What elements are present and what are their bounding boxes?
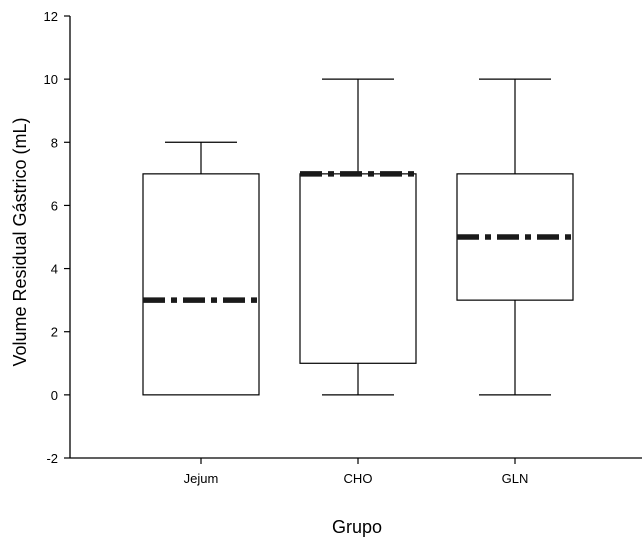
y-tick-label: 4 [51,262,58,277]
x-axis-ticks: Jejum CHO GLN [184,458,529,486]
x-tick-label: GLN [502,471,529,486]
boxes [142,78,574,396]
y-axis-title: Volume Residual Gástrico (mL) [10,117,30,366]
y-tick-label: -2 [46,451,58,466]
y-tick-label: 6 [51,198,58,213]
x-tick-label: Jejum [184,471,219,486]
y-tick-label: 2 [51,325,58,340]
y-axis-ticks: -2 0 2 4 6 8 10 12 [44,9,70,466]
box-jejum [142,141,260,396]
box-iqr [142,173,260,396]
box-cho [299,78,417,396]
y-tick-label: 12 [44,9,58,24]
box-iqr [299,173,417,364]
axes [69,16,642,459]
y-tick-label: 0 [51,388,58,403]
x-tick-label: CHO [344,471,373,486]
y-tick-label: 10 [44,72,58,87]
x-axis-title: Grupo [332,517,382,537]
y-tick-label: 8 [51,135,58,150]
box-gln [456,78,574,396]
